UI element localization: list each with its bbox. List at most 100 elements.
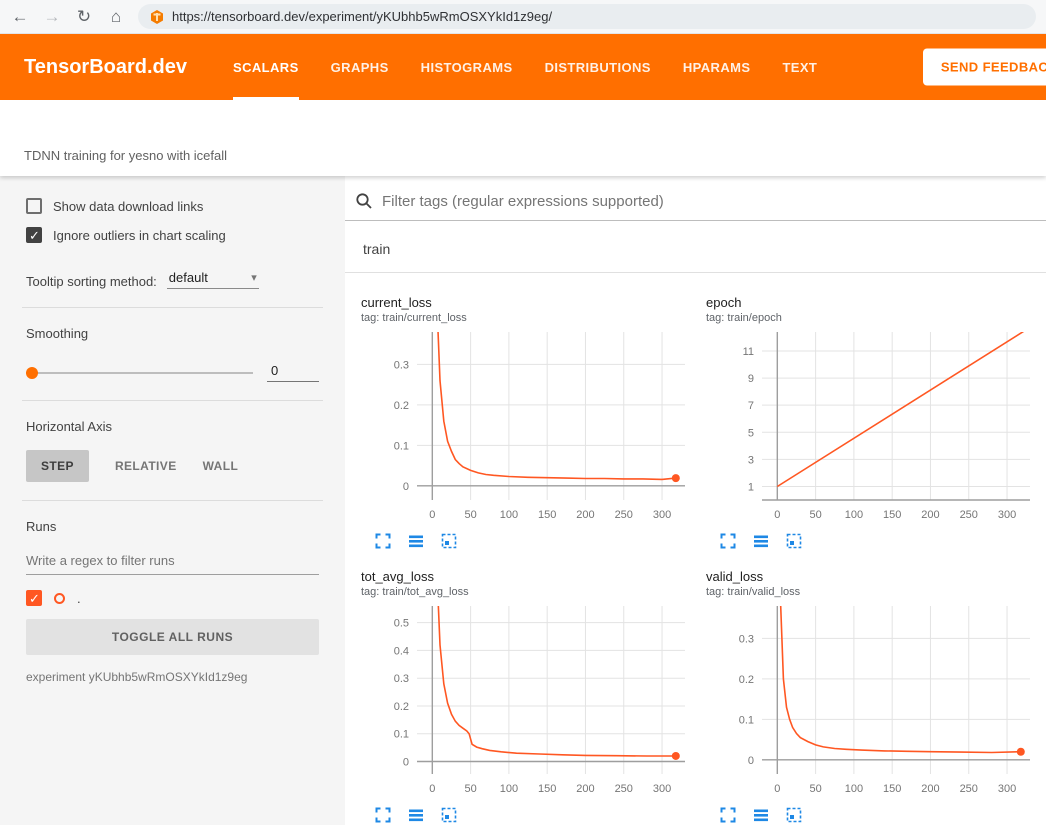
tag-filter-input[interactable] bbox=[382, 193, 1046, 210]
settings-sidebar: Show data download links Ignore outliers… bbox=[0, 176, 345, 825]
address-bar[interactable]: https://tensorboard.dev/experiment/yKUbh… bbox=[138, 4, 1036, 29]
fullscreen-icon[interactable] bbox=[375, 807, 391, 823]
svg-text:3: 3 bbox=[748, 454, 754, 466]
fullscreen-icon[interactable] bbox=[720, 807, 736, 823]
svg-text:200: 200 bbox=[576, 509, 594, 521]
tooltip-sorting-label: Tooltip sorting method: bbox=[26, 274, 157, 289]
experiment-title: TDNN training for yesno with icefall bbox=[24, 148, 227, 163]
divider bbox=[22, 400, 323, 401]
svg-text:300: 300 bbox=[998, 509, 1016, 521]
svg-text:0: 0 bbox=[429, 783, 435, 795]
svg-text:0.1: 0.1 bbox=[394, 440, 409, 452]
svg-text:300: 300 bbox=[998, 783, 1016, 795]
tab-text[interactable]: TEXT bbox=[782, 34, 817, 100]
tab-hparams[interactable]: HPARAMS bbox=[683, 34, 751, 100]
show-download-links-checkbox[interactable] bbox=[26, 198, 42, 214]
slider-track bbox=[26, 372, 253, 374]
svg-text:200: 200 bbox=[921, 509, 939, 521]
svg-text:250: 250 bbox=[615, 783, 633, 795]
run-name: . bbox=[77, 591, 81, 606]
log-scale-icon[interactable] bbox=[408, 533, 424, 549]
svg-text:50: 50 bbox=[809, 509, 821, 521]
runs-label: Runs bbox=[26, 519, 319, 534]
fit-domain-icon[interactable] bbox=[441, 807, 457, 823]
experiment-id-note: experiment yKUbhb5wRmOSXYkId1z9eg bbox=[26, 670, 319, 684]
tooltip-sorting-dropdown[interactable]: default ▾ bbox=[167, 269, 259, 289]
app-logo[interactable]: TensorBoard.dev bbox=[24, 56, 187, 79]
svg-text:9: 9 bbox=[748, 373, 754, 385]
log-scale-icon[interactable] bbox=[753, 807, 769, 823]
svg-text:0.2: 0.2 bbox=[394, 400, 409, 412]
svg-text:7: 7 bbox=[748, 400, 754, 412]
svg-text:0: 0 bbox=[774, 783, 780, 795]
back-icon[interactable]: ← bbox=[10, 7, 30, 27]
url-text: https://tensorboard.dev/experiment/yKUbh… bbox=[172, 9, 552, 24]
chart-card: valid_loss tag: train/valid_loss 0501001… bbox=[700, 553, 1045, 825]
svg-text:0: 0 bbox=[403, 757, 409, 769]
svg-text:100: 100 bbox=[500, 783, 518, 795]
svg-text:150: 150 bbox=[883, 783, 901, 795]
chart-plot-area[interactable]: 0501001502002503001357911 bbox=[706, 326, 1045, 530]
run-row[interactable]: . bbox=[26, 590, 319, 606]
smoothing-label: Smoothing bbox=[26, 326, 319, 341]
send-feedback-button[interactable]: SEND FEEDBACK bbox=[923, 49, 1046, 86]
tab-distributions[interactable]: DISTRIBUTIONS bbox=[545, 34, 651, 100]
svg-text:300: 300 bbox=[653, 783, 671, 795]
smoothing-value-input[interactable]: 0 bbox=[267, 363, 319, 382]
chart-title: valid_loss bbox=[706, 569, 1045, 584]
home-icon[interactable]: ⌂ bbox=[106, 7, 126, 27]
svg-text:1: 1 bbox=[748, 481, 754, 493]
log-scale-icon[interactable] bbox=[753, 533, 769, 549]
experiment-title-bar: TDNN training for yesno with icefall bbox=[0, 100, 1046, 176]
axis-step-button[interactable]: STEP bbox=[26, 450, 89, 482]
fit-domain-icon[interactable] bbox=[441, 533, 457, 549]
chart-title: tot_avg_loss bbox=[361, 569, 700, 584]
runs-filter-field bbox=[26, 552, 319, 575]
svg-text:150: 150 bbox=[538, 783, 556, 795]
svg-text:250: 250 bbox=[960, 783, 978, 795]
chart-card: epoch tag: train/epoch 05010015020025030… bbox=[700, 279, 1045, 553]
svg-text:200: 200 bbox=[576, 783, 594, 795]
svg-text:100: 100 bbox=[845, 783, 863, 795]
chart-title: epoch bbox=[706, 295, 1045, 310]
forward-icon[interactable]: → bbox=[42, 7, 62, 27]
toggle-all-runs-button[interactable]: TOGGLE ALL RUNS bbox=[26, 619, 319, 655]
tab-graphs[interactable]: GRAPHS bbox=[331, 34, 389, 100]
chart-tag: tag: train/valid_loss bbox=[706, 586, 1045, 598]
runs-filter-input[interactable] bbox=[26, 553, 319, 568]
fit-domain-icon[interactable] bbox=[786, 533, 802, 549]
axis-relative-button[interactable]: RELATIVE bbox=[115, 459, 177, 473]
run-checkbox[interactable] bbox=[26, 590, 42, 606]
tab-histograms[interactable]: HISTOGRAMS bbox=[421, 34, 513, 100]
svg-text:250: 250 bbox=[960, 509, 978, 521]
svg-text:50: 50 bbox=[464, 509, 476, 521]
svg-text:100: 100 bbox=[500, 509, 518, 521]
ignore-outliers-checkbox[interactable] bbox=[26, 227, 42, 243]
horizontal-axis-label: Horizontal Axis bbox=[26, 419, 319, 434]
smoothing-slider[interactable] bbox=[26, 366, 253, 380]
chart-plot-area[interactable]: 05010015020025030000.10.20.3 bbox=[361, 326, 700, 530]
chart-plot-area[interactable]: 05010015020025030000.10.20.3 bbox=[706, 600, 1045, 804]
chart-title: current_loss bbox=[361, 295, 700, 310]
slider-knob[interactable] bbox=[26, 367, 38, 379]
svg-text:0.5: 0.5 bbox=[394, 618, 409, 630]
svg-text:0.1: 0.1 bbox=[739, 714, 754, 726]
fullscreen-icon[interactable] bbox=[720, 533, 736, 549]
chart-card: tot_avg_loss tag: train/tot_avg_loss 050… bbox=[355, 553, 700, 825]
tag-group-train[interactable]: train bbox=[345, 221, 1046, 273]
svg-text:250: 250 bbox=[615, 509, 633, 521]
fit-domain-icon[interactable] bbox=[786, 807, 802, 823]
chart-card: current_loss tag: train/current_loss 050… bbox=[355, 279, 700, 553]
axis-wall-button[interactable]: WALL bbox=[203, 459, 239, 473]
reload-icon[interactable]: ↻ bbox=[74, 7, 94, 27]
fullscreen-icon[interactable] bbox=[375, 533, 391, 549]
chart-plot-area[interactable]: 05010015020025030000.10.20.30.40.5 bbox=[361, 600, 700, 804]
svg-text:5: 5 bbox=[748, 427, 754, 439]
log-scale-icon[interactable] bbox=[408, 807, 424, 823]
tooltip-sorting-value: default bbox=[169, 270, 208, 285]
tab-scalars[interactable]: SCALARS bbox=[233, 34, 299, 100]
svg-text:0.3: 0.3 bbox=[394, 673, 409, 685]
show-download-links-label: Show data download links bbox=[53, 199, 203, 214]
svg-text:150: 150 bbox=[883, 509, 901, 521]
chart-tag: tag: train/epoch bbox=[706, 312, 1045, 324]
